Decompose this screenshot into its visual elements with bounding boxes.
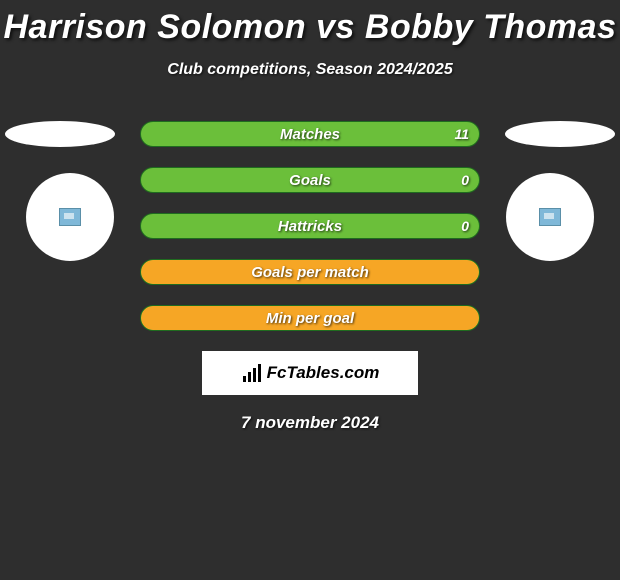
stat-label: Goals xyxy=(289,172,331,189)
avatar-placeholder-icon xyxy=(539,208,561,226)
stat-bars: Matches 11 Goals 0 Hattricks 0 Goals per match… xyxy=(140,121,480,331)
comparison-panel: Matches 11 Goals 0 Hattricks 0 Goals per match… xyxy=(0,121,620,433)
bars-chart-icon xyxy=(241,364,263,382)
avatar-placeholder-icon xyxy=(59,208,81,226)
stat-bar: Matches 11 xyxy=(140,121,480,147)
page-title: Harrison Solomon vs Bobby Thomas xyxy=(0,0,620,47)
avatar-left xyxy=(26,173,114,261)
flag-right xyxy=(505,121,615,147)
brand-label: FcTables.com xyxy=(241,363,380,383)
stat-bar: Goals per match xyxy=(140,259,480,285)
brand-text: FcTables.com xyxy=(267,363,380,383)
stat-value-right: 11 xyxy=(454,126,469,142)
page-subtitle: Club competitions, Season 2024/2025 xyxy=(0,61,620,79)
stat-bar: Min per goal xyxy=(140,305,480,331)
stat-value-right: 0 xyxy=(461,218,469,234)
flag-left xyxy=(5,121,115,147)
stat-label: Min per goal xyxy=(266,310,354,327)
stat-label: Goals per match xyxy=(251,264,369,281)
stat-label: Matches xyxy=(280,126,340,143)
stat-label: Hattricks xyxy=(278,218,342,235)
stat-bar: Hattricks 0 xyxy=(140,213,480,239)
avatar-right xyxy=(506,173,594,261)
date-label: 7 november 2024 xyxy=(0,413,620,433)
brand-box: FcTables.com xyxy=(202,351,418,395)
stat-value-right: 0 xyxy=(461,172,469,188)
stat-bar: Goals 0 xyxy=(140,167,480,193)
